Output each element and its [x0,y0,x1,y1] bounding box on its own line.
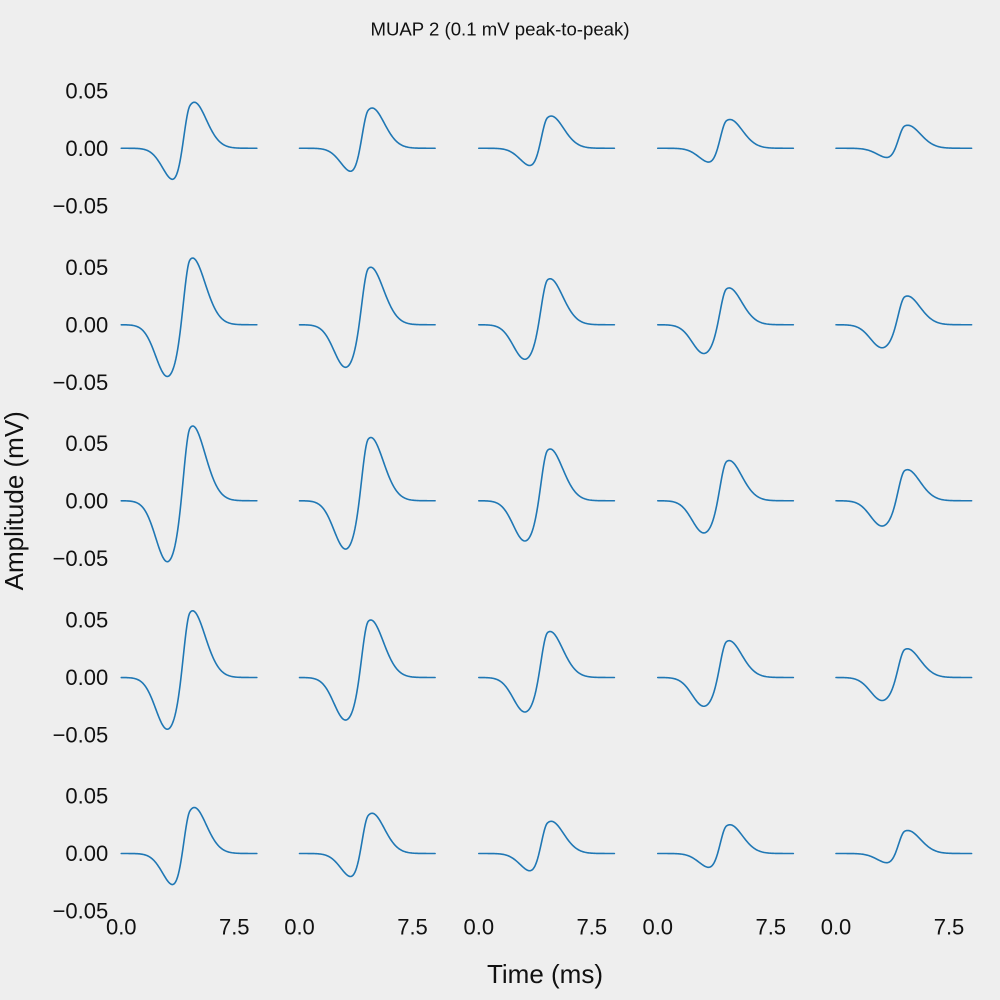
svg-text:0.0: 0.0 [106,915,137,940]
svg-text:−0.05: −0.05 [53,546,109,571]
svg-text:−0.05: −0.05 [53,899,109,924]
svg-text:Time (ms): Time (ms) [487,959,603,989]
svg-text:0.05: 0.05 [65,608,108,633]
svg-text:0.0: 0.0 [284,915,315,940]
svg-text:0.0: 0.0 [642,915,673,940]
svg-text:7.5: 7.5 [219,915,250,940]
svg-text:7.5: 7.5 [755,915,786,940]
svg-text:7.5: 7.5 [577,915,608,940]
svg-text:−0.05: −0.05 [53,193,109,218]
svg-text:0.00: 0.00 [65,312,108,337]
svg-text:0.05: 0.05 [65,78,108,103]
svg-text:MUAP 2 (0.1 mV peak-to-peak): MUAP 2 (0.1 mV peak-to-peak) [370,19,629,40]
svg-text:−0.05: −0.05 [53,370,109,395]
svg-text:7.5: 7.5 [934,915,965,940]
svg-text:0.0: 0.0 [821,915,852,940]
svg-text:0.00: 0.00 [65,488,108,513]
svg-text:0.05: 0.05 [65,784,108,809]
svg-text:−0.05: −0.05 [53,723,109,748]
svg-text:0.00: 0.00 [65,841,108,866]
svg-text:Amplitude (mV): Amplitude (mV) [0,411,29,590]
svg-text:0.0: 0.0 [464,915,495,940]
svg-text:0.05: 0.05 [65,255,108,280]
svg-text:0.00: 0.00 [65,136,108,161]
svg-text:0.05: 0.05 [65,431,108,456]
svg-text:7.5: 7.5 [397,915,428,940]
svg-text:0.00: 0.00 [65,665,108,690]
